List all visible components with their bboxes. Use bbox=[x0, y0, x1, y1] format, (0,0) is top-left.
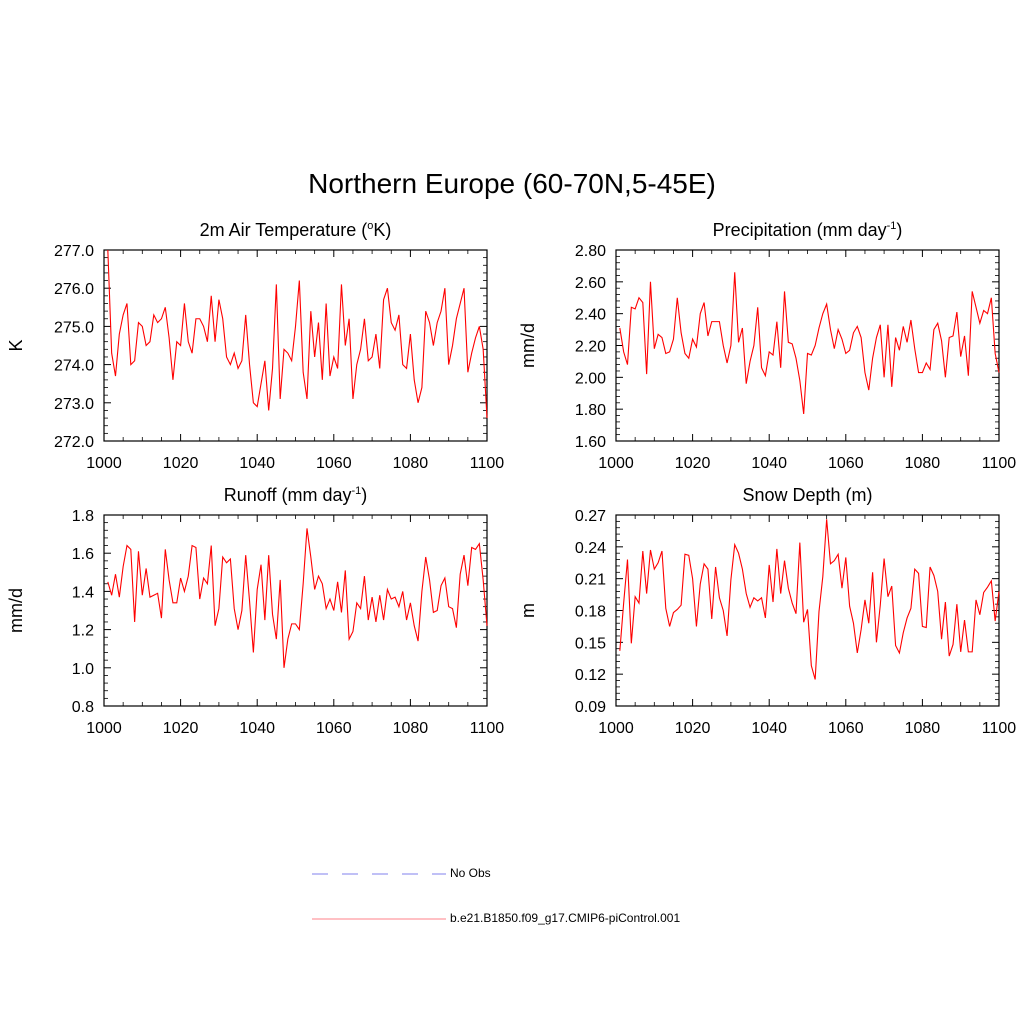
x-tick-label: 1040 bbox=[239, 455, 275, 472]
x-tick-label: 1000 bbox=[598, 720, 634, 737]
panel-title: Precipitation (mm day-1) bbox=[713, 220, 903, 240]
y-tick-label: 277.0 bbox=[54, 243, 94, 260]
legend bbox=[312, 873, 446, 920]
y-axis-label: mm/d bbox=[518, 323, 538, 368]
x-tick-label: 1040 bbox=[239, 720, 275, 737]
x-tick-label: 1080 bbox=[393, 720, 429, 737]
y-tick-label: 274.0 bbox=[54, 358, 94, 375]
y-tick-label: 0.12 bbox=[575, 667, 606, 684]
y-tick-label: 1.60 bbox=[575, 434, 606, 451]
y-tick-label: 2.40 bbox=[575, 307, 606, 324]
y-tick-label: 2.00 bbox=[575, 370, 606, 387]
y-axis-label: mm/d bbox=[6, 588, 26, 633]
x-tick-label: 1080 bbox=[905, 455, 941, 472]
figure-title: Northern Europe (60-70N,5-45E) bbox=[308, 168, 716, 199]
y-tick-label: 0.21 bbox=[575, 572, 606, 589]
y-tick-label: 0.24 bbox=[575, 540, 606, 557]
x-tick-label: 1100 bbox=[470, 720, 505, 737]
x-tick-label: 1000 bbox=[86, 455, 122, 472]
y-tick-label: 0.18 bbox=[575, 604, 606, 621]
x-tick-label: 1000 bbox=[598, 455, 634, 472]
legend-label-model: b.e21.B1850.f09_g17.CMIP6-piControl.001 bbox=[450, 911, 681, 925]
y-tick-label: 1.4 bbox=[72, 584, 94, 601]
panel-snow-depth: 1000 1020 1040 1060 1080 1100 0.09 0.12 0.15 0.18… bbox=[518, 485, 1016, 737]
y-tick-label: 2.60 bbox=[575, 275, 606, 292]
y-tick-label: 276.0 bbox=[54, 281, 94, 298]
y-tick-label: 273.0 bbox=[54, 396, 94, 413]
y-tick-label: 0.8 bbox=[72, 699, 94, 716]
y-tick-label: 275.0 bbox=[54, 319, 94, 336]
panel-title: 2m Air Temperature (oK) bbox=[200, 220, 392, 240]
panel-air-temperature: 1000 1020 1040 1060 1080 1100 272.0 273.0 274.0 2… bbox=[6, 220, 504, 472]
series-line bbox=[107, 528, 488, 668]
y-tick-label: 0.09 bbox=[575, 699, 606, 716]
panel-precipitation: 1000 1020 1040 1060 1080 1100 1.60 1.80 2.00 2.20… bbox=[518, 220, 1016, 472]
x-tick-label: 1000 bbox=[86, 720, 122, 737]
x-tick-label: 1020 bbox=[675, 720, 711, 737]
panel-runoff: 1000 1020 1040 1060 1080 1100 0.8 1.0 1.2 1.4 1.6 1… bbox=[6, 485, 504, 737]
y-tick-label: 1.0 bbox=[72, 661, 94, 678]
x-tick-label: 1040 bbox=[751, 720, 787, 737]
x-tick-label: 1060 bbox=[316, 455, 352, 472]
legend-label-no-obs: No Obs bbox=[450, 866, 491, 880]
x-tick-label: 1100 bbox=[982, 455, 1017, 472]
y-tick-label: 2.20 bbox=[575, 339, 606, 356]
series-line bbox=[619, 272, 1000, 415]
plot-frame bbox=[103, 249, 488, 442]
x-tick-label: 1020 bbox=[163, 720, 199, 737]
y-tick-label: 1.2 bbox=[72, 623, 94, 640]
y-tick-label: 0.15 bbox=[575, 635, 606, 652]
x-tick-label: 1060 bbox=[828, 455, 864, 472]
x-tick-label: 1020 bbox=[163, 455, 199, 472]
x-tick-label: 1100 bbox=[470, 455, 505, 472]
y-tick-label: 272.0 bbox=[54, 434, 94, 451]
y-tick-label: 2.80 bbox=[575, 243, 606, 260]
x-tick-label: 1020 bbox=[675, 455, 711, 472]
x-tick-label: 1060 bbox=[828, 720, 864, 737]
x-tick-label: 1080 bbox=[905, 720, 941, 737]
x-tick-label: 1040 bbox=[751, 455, 787, 472]
panel-title: Runoff (mm day-1) bbox=[224, 485, 368, 505]
y-tick-label: 1.80 bbox=[575, 402, 606, 419]
x-tick-label: 1100 bbox=[982, 720, 1017, 737]
x-tick-label: 1080 bbox=[393, 455, 429, 472]
y-axis-label: K bbox=[6, 339, 26, 351]
panel-title: Snow Depth (m) bbox=[742, 485, 872, 505]
y-tick-label: 1.8 bbox=[72, 508, 94, 525]
y-axis-label: m bbox=[518, 603, 538, 618]
series-line bbox=[107, 249, 488, 419]
series-line bbox=[619, 519, 1000, 680]
y-tick-label: 0.27 bbox=[575, 508, 606, 525]
y-tick-label: 1.6 bbox=[72, 546, 94, 563]
x-tick-label: 1060 bbox=[316, 720, 352, 737]
